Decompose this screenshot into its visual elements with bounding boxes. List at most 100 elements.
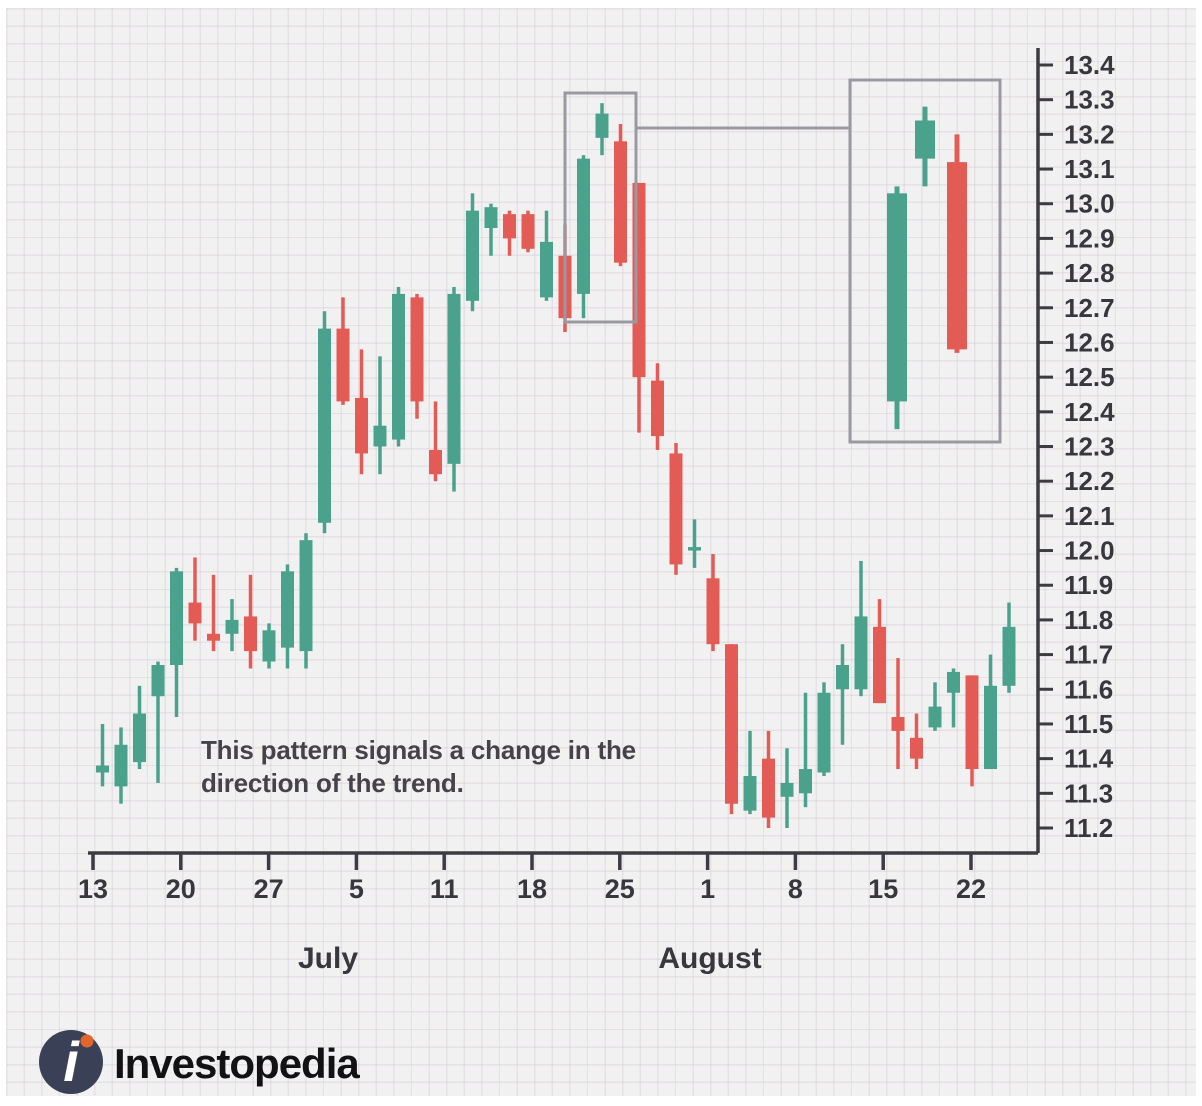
x-axis-tick-label: 5 [349,874,364,904]
candle-body [392,293,405,440]
candle [669,443,683,575]
candle [577,155,590,319]
candle [410,293,424,419]
candle-body [965,675,979,770]
candle-body [799,769,812,794]
candle [817,682,831,776]
candle [521,210,535,253]
y-axis-tick-label: 12.0 [1064,536,1115,566]
candle-body [614,141,627,263]
candle-body [373,425,387,447]
y-axis-tick-label: 11.2 [1064,813,1113,843]
x-axis-tick-label: 8 [788,874,803,904]
candle [762,730,775,828]
candle-body [669,453,683,565]
candle-body [188,602,202,624]
candle [984,654,997,770]
candle [688,519,701,568]
candle [151,661,165,783]
y-axis-tick-label: 13.2 [1064,119,1115,149]
candle-body [447,293,461,464]
candle [170,567,183,718]
candle-body [299,540,313,652]
candle-body [780,782,794,797]
x-axis: 13 20 27 5 11 18 25 1 8 15 22 [78,851,1038,904]
candle-body [466,210,479,301]
candle-body [915,120,935,159]
y-axis-tick-label: 11.9 [1064,570,1113,600]
candle-body [244,616,257,652]
month-label-july: July [298,942,358,975]
candle-body [762,758,775,818]
inset-zoom-candle [947,134,967,353]
y-axis-tick-label: 12.5 [1064,362,1115,392]
candle-wick [951,668,956,728]
candle-body [1002,626,1016,686]
candle [614,123,627,267]
graph-paper-background [6,8,1196,1096]
annotation-text: This pattern signals a change in the dir… [201,735,636,798]
y-axis-tick-label: 12.1 [1064,501,1115,531]
candle-body [910,737,923,759]
candle-body [706,578,720,645]
y-axis-tick-label: 12.2 [1064,466,1115,496]
candles-layer [96,103,1016,828]
logo-wordmark: Investopedia [114,1040,360,1087]
candle [632,182,646,433]
candle [484,203,498,256]
y-axis-tick-label: 13.1 [1064,154,1115,184]
candle-wick [156,661,160,783]
candle [799,692,812,808]
candle-body [725,644,738,804]
candle [910,713,923,770]
candle-wick [211,574,216,652]
inset-zoom-candle [915,106,935,187]
x-axis-tick-label: 1 [700,874,715,904]
candle [299,533,313,669]
y-axis-tick-label: 11.3 [1064,778,1113,808]
inset-zoom-box [848,78,1002,444]
y-axis-tick-label: 12.6 [1064,327,1115,357]
candle-wick [896,658,900,770]
candle-body [817,692,831,773]
y-axis-tick-label: 11.4 [1064,744,1114,774]
inset-zoom-candle [887,186,907,430]
candle-wick [748,730,752,815]
x-axis-tick-label: 20 [166,874,196,904]
candle [392,286,405,447]
candle [133,685,146,770]
candle-body [984,685,997,770]
candle-body [262,630,276,662]
y-axis-tick-label: 11.8 [1064,605,1113,635]
candle-body [540,241,553,298]
annotation-line-2: direction of the trend. [201,768,464,798]
x-axis-tick-label: 27 [254,874,284,904]
candle [891,658,905,770]
candle-body [891,717,905,731]
candle-body [151,664,165,697]
candle-body [947,671,960,693]
candle-body [96,765,109,773]
candle [854,560,868,697]
candle-wick [100,723,105,787]
y-axis-tick-label: 12.3 [1064,432,1115,462]
y-axis-tick-label: 11.5 [1064,709,1113,739]
candle-body [355,397,368,454]
y-axis-tick-label: 13.3 [1064,85,1115,115]
candle [836,644,849,745]
candle-body [318,328,331,523]
month-label-august: August [658,942,761,975]
candle-body [743,775,757,811]
candle [743,730,757,815]
candle-body [928,706,942,728]
candle [262,623,276,669]
candle-body [503,214,516,239]
candle [318,311,331,534]
candle [947,668,960,728]
candle [595,103,609,156]
candle-body [854,616,868,690]
x-axis-tick-label: 22 [956,874,986,904]
y-axis-tick-label: 12.4 [1064,397,1115,427]
